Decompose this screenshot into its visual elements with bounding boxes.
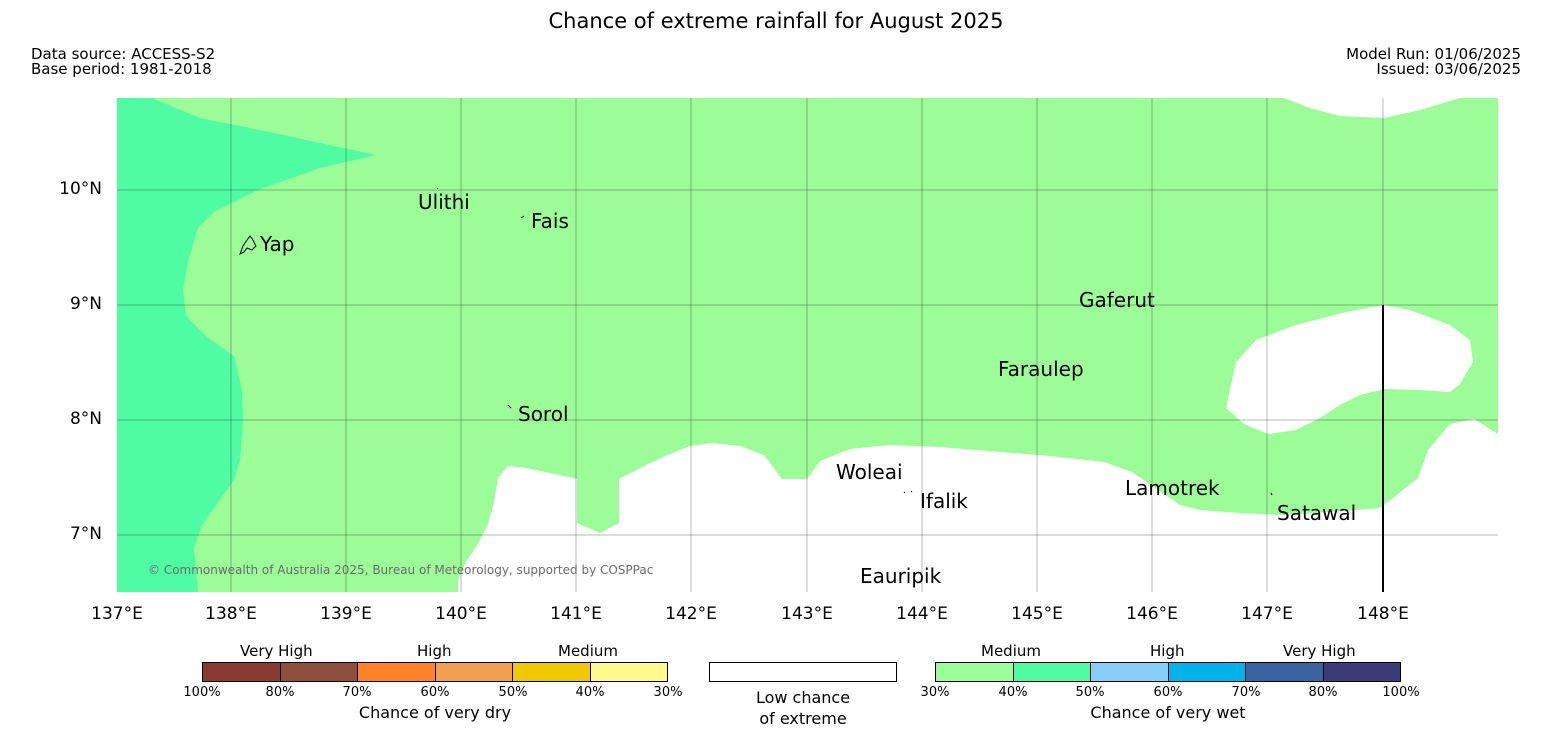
copyright-notice: © Commonwealth of Australia 2025, Bureau… [148, 563, 654, 577]
base-period-text: Base period: 1981-2018 [31, 60, 212, 78]
islands [239, 187, 1273, 496]
wet-40-50-region [117, 98, 376, 592]
lon-label-145e: 145°E [1011, 604, 1063, 624]
place-label-lamotrek: Lamotrek [1125, 476, 1220, 500]
low-chance-northeast-region [1284, 98, 1460, 118]
ulithi-island-outline [436, 187, 439, 190]
low-chance-east-region [1226, 305, 1473, 434]
dry-swatch-70-60 [358, 663, 436, 681]
place-label-woleai: Woleai [836, 460, 903, 484]
dry-tick-50: 50% [498, 685, 528, 700]
place-label-sorol: Sorol [518, 402, 569, 426]
dry-swatch-100-80 [203, 663, 281, 681]
lon-label-144e: 144°E [896, 604, 948, 624]
lat-label-8n: 8°N [69, 409, 102, 429]
dry-category-medium: Medium [558, 642, 618, 660]
dry-swatch-60-50 [435, 663, 513, 681]
dry-tick-80: 80% [265, 685, 295, 700]
wet-swatch-30-40 [936, 663, 1014, 681]
wet-category-very-high: Very High [1283, 642, 1356, 660]
dry-tick-70: 70% [342, 685, 372, 700]
place-label-satawal: Satawal [1277, 501, 1357, 525]
lon-label-140e: 140°E [435, 604, 487, 624]
graticule [117, 98, 1498, 592]
wet-swatch-50-60 [1091, 663, 1169, 681]
place-label-faraulep: Faraulep [998, 357, 1084, 381]
dry-category-high: High [417, 642, 452, 660]
data-source-text: Data source: ACCESS-S2 [31, 45, 216, 63]
place-label-yap: Yap [260, 232, 295, 256]
wet-legend-caption: Chance of very wet [1090, 703, 1246, 722]
place-label-ifalik: Ifalik [920, 489, 968, 513]
place-label-ulithi: Ulithi [418, 190, 470, 214]
dry-swatch-40-30 [590, 663, 667, 681]
wet-tick-80: 80% [1308, 685, 1338, 700]
wet-tick-100: 100% [1382, 685, 1420, 700]
wet-colorbar [935, 662, 1401, 682]
lat-label-9n: 9°N [69, 294, 102, 314]
dry-tick-100: 100% [183, 685, 221, 700]
low-chance-south-region [458, 419, 1498, 592]
map-area [117, 98, 1498, 592]
dry-swatch-50-40 [513, 663, 591, 681]
lon-label-139e: 139°E [320, 604, 372, 624]
low-chance-swatch [709, 662, 897, 682]
wet-tick-50: 50% [1075, 685, 1105, 700]
low-chance-caption-line1: Low chance [755, 688, 851, 707]
dry-category-very-high: Very High [240, 642, 313, 660]
sorol-island-outline [507, 404, 512, 409]
lon-label-138e: 138°E [205, 604, 257, 624]
wet-tick-60: 60% [1153, 685, 1183, 700]
wet-swatch-60-70 [1168, 663, 1246, 681]
wet-category-high: High [1150, 642, 1185, 660]
place-label-fais: Fais [531, 209, 569, 233]
wet-tick-30: 30% [920, 685, 950, 700]
lat-label-10n: 10°N [59, 179, 102, 199]
wet-swatch-70-80 [1246, 663, 1324, 681]
place-label-gaferut: Gaferut [1079, 288, 1155, 312]
satawal-island-outline [1270, 492, 1273, 496]
wet-swatch-40-50 [1013, 663, 1091, 681]
fais-island-outline [520, 215, 525, 219]
lon-label-143e: 143°E [781, 604, 833, 624]
lon-label-147e: 147°E [1241, 604, 1293, 624]
lon-label-148e: 148°E [1357, 604, 1409, 624]
issued-text: Issued: 03/06/2025 [1376, 60, 1521, 78]
wet-category-medium: Medium [981, 642, 1041, 660]
lon-label-137e: 137°E [91, 604, 143, 624]
dry-swatch-80-70 [280, 663, 358, 681]
yap-island-outline [239, 235, 257, 256]
dry-legend-caption: Chance of very dry [358, 703, 512, 722]
lon-label-146e: 146°E [1126, 604, 1178, 624]
dry-colorbar [202, 662, 668, 682]
lon-label-142e: 142°E [665, 604, 717, 624]
lat-label-7n: 7°N [69, 524, 102, 544]
wet-tick-40: 40% [998, 685, 1028, 700]
ifalik-island-outline [903, 490, 913, 494]
map-title: Chance of extreme rainfall for August 20… [548, 9, 1004, 33]
wet-tick-70: 70% [1231, 685, 1261, 700]
model-run-text: Model Run: 01/06/2025 [1346, 45, 1521, 63]
dry-tick-60: 60% [420, 685, 450, 700]
dry-tick-40: 40% [575, 685, 605, 700]
dry-tick-30: 30% [653, 685, 683, 700]
place-label-eauripik: Eauripik [860, 564, 942, 588]
lon-label-141e: 141°E [550, 604, 602, 624]
wet-swatch-80-100 [1323, 663, 1400, 681]
low-chance-caption-line2: of extreme [759, 709, 847, 728]
